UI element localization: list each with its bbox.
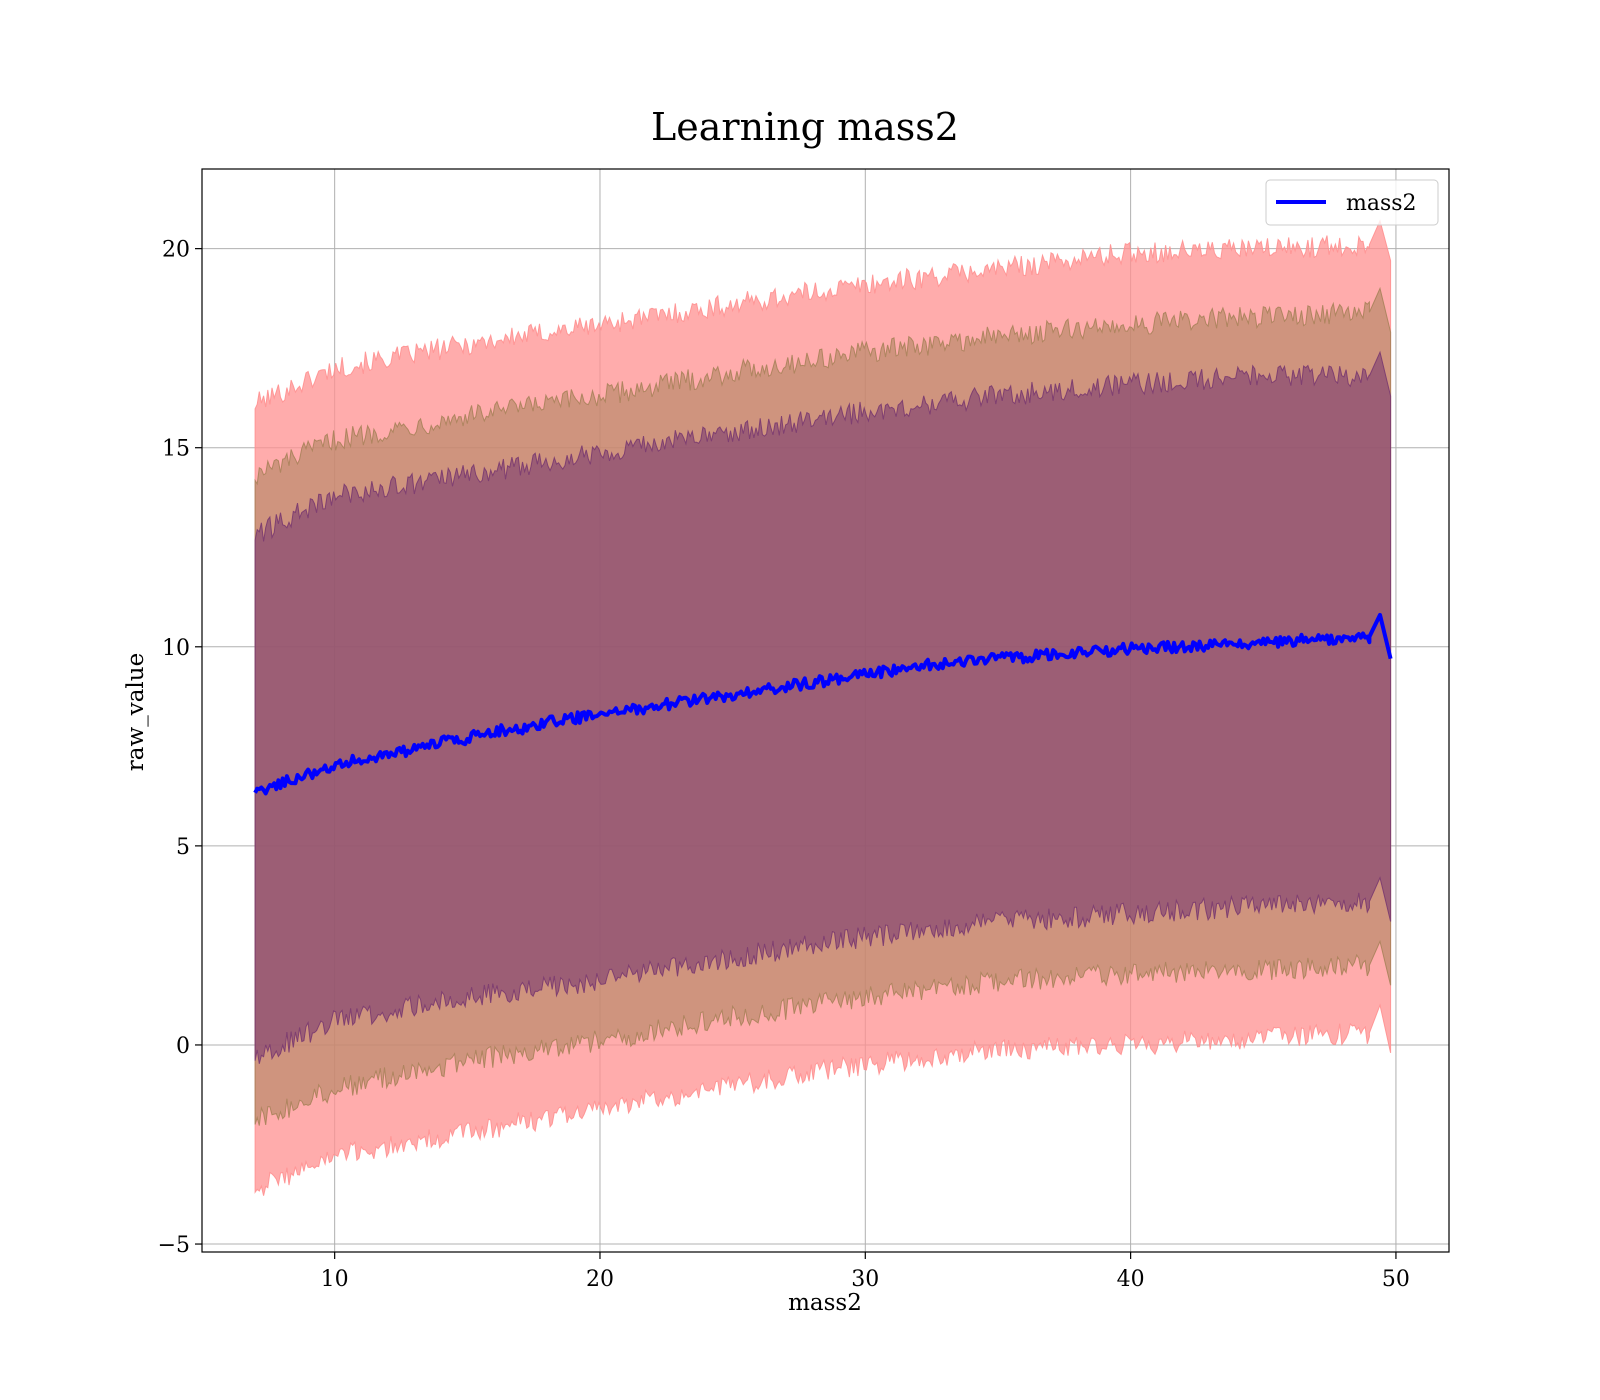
x-tick-label: 30 [851,1267,879,1292]
y-tick-label: 0 [176,1034,190,1059]
legend: mass2 [1265,179,1439,226]
y-tick-label: 15 [162,437,190,462]
band-layer [254,219,1392,1196]
line-layer [253,612,1393,796]
y-axis-label: raw_value [123,653,149,771]
x-tick-label: 10 [321,1267,349,1292]
y-tick-label: 10 [162,636,190,661]
x-tick-label: 50 [1382,1267,1410,1292]
x-tick-label: 20 [586,1267,614,1292]
tick-layer: 10 20 30 40 50 −5 0 5 10 15 20 [158,238,1410,1292]
chart-title: Learning mass2 [651,105,959,149]
x-tick-label: 40 [1117,1267,1145,1292]
plot-frame [201,168,1450,1253]
x-axis-label: mass2 [788,1290,862,1316]
legend-label-mass2: mass2 [1346,191,1417,216]
legend-box [1265,179,1439,226]
confidence-band [254,350,1392,1064]
series-line-mass2 [253,612,1393,796]
y-tick-label: 5 [176,835,190,860]
y-tick-label: −5 [158,1233,190,1258]
y-tick-label: 20 [162,238,190,263]
